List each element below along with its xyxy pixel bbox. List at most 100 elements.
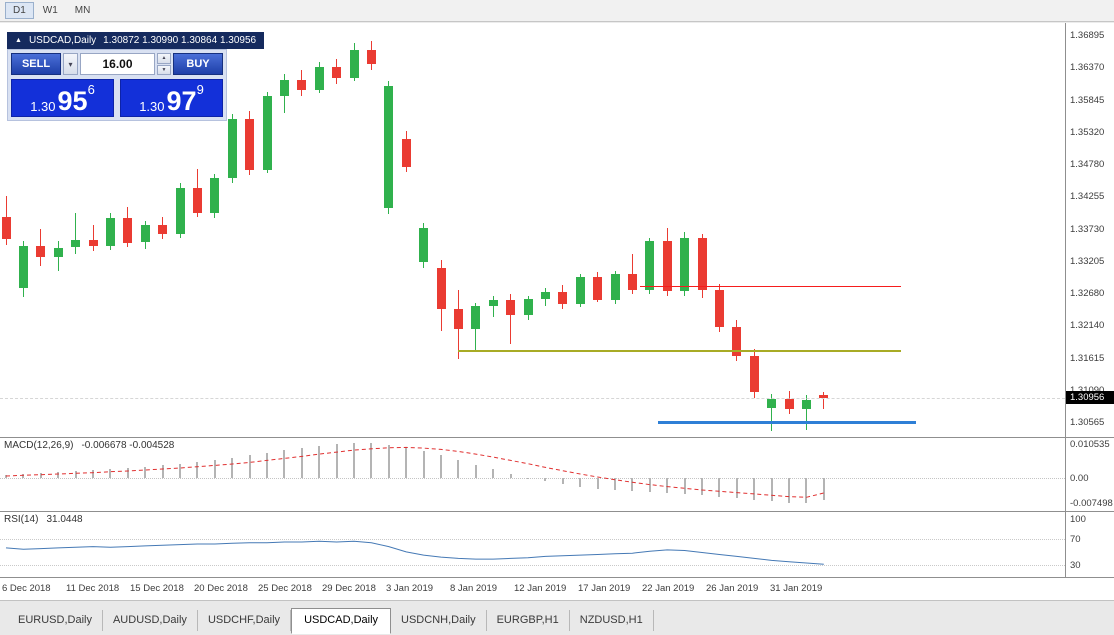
volume-spinner: ▲ ▼ bbox=[157, 53, 171, 75]
tab-usdcad-daily[interactable]: USDCAD,Daily bbox=[291, 608, 392, 634]
candle-body bbox=[575, 276, 585, 304]
timeframe-d1[interactable]: D1 bbox=[5, 2, 34, 19]
date-label: 29 Dec 2018 bbox=[322, 583, 376, 594]
rsi-axis-label: 70 bbox=[1070, 533, 1081, 545]
candle-body bbox=[123, 218, 133, 243]
macd-panel: 0.010535 0.00 -0.007498 MACD(12,26,9) -0.0… bbox=[0, 437, 1114, 511]
candle-body bbox=[819, 395, 829, 398]
price-axis-label: 1.32140 bbox=[1070, 320, 1105, 332]
volume-input[interactable] bbox=[80, 53, 155, 75]
macd-histogram-bar bbox=[648, 478, 651, 493]
macd-histogram-bar bbox=[405, 447, 408, 478]
candle-body bbox=[645, 241, 655, 291]
date-label: 22 Jan 2019 bbox=[642, 583, 695, 594]
chart-ohlc-values: 1.30872 1.30990 1.30864 1.30956 bbox=[103, 35, 257, 46]
macd-histogram-bar bbox=[248, 455, 251, 478]
candle-body bbox=[488, 300, 498, 307]
date-axis[interactable]: 6 Dec 2018 11 Dec 2018 15 Dec 2018 20 Dec 2… bbox=[0, 577, 1114, 600]
macd-values: -0.006678 -0.004528 bbox=[81, 440, 175, 451]
price-quotes: 1.30 95 6 1.30 97 9 bbox=[11, 79, 223, 117]
macd-histogram-bar bbox=[318, 445, 321, 478]
volume-down-button[interactable]: ▼ bbox=[157, 64, 171, 75]
candle-body bbox=[297, 79, 307, 90]
macd-histogram-bar bbox=[109, 469, 112, 478]
candle-body bbox=[262, 95, 272, 171]
price-axis-label: 1.30565 bbox=[1070, 417, 1105, 428]
buy-price-pip: 9 bbox=[196, 82, 204, 97]
macd-histogram-bar bbox=[753, 478, 756, 500]
tab-eurusd-daily[interactable]: EURUSD,Daily bbox=[8, 610, 103, 631]
macd-name: MACD(12,26,9) bbox=[4, 440, 74, 451]
candle-wick bbox=[805, 395, 807, 430]
macd-histogram-bar bbox=[92, 470, 94, 478]
candle-body bbox=[384, 86, 394, 209]
macd-histogram-bar bbox=[492, 469, 495, 478]
tab-audusd-daily[interactable]: AUDUSD,Daily bbox=[103, 610, 198, 631]
candle-body bbox=[245, 119, 255, 171]
candle-body bbox=[140, 225, 150, 243]
mid-support-hline[interactable] bbox=[458, 350, 901, 353]
macd-axis-label: -0.007498 bbox=[1070, 497, 1113, 509]
volume-up-button[interactable]: ▲ bbox=[157, 53, 171, 64]
rsi-canvas[interactable] bbox=[0, 512, 1065, 577]
macd-histogram-bar bbox=[196, 462, 199, 478]
macd-histogram-bar bbox=[283, 450, 286, 478]
order-type-dropdown[interactable]: ▾ bbox=[63, 53, 78, 75]
chart-title: ▲ USDCAD,Daily 1.30872 1.30990 1.30864 1… bbox=[7, 32, 265, 49]
macd-histogram-bar bbox=[161, 465, 164, 478]
buy-button[interactable]: BUY bbox=[173, 53, 223, 75]
tab-usdcnh-daily[interactable]: USDCNH,Daily bbox=[391, 610, 487, 631]
macd-histogram-bar bbox=[735, 478, 738, 498]
macd-axis-label: 0.010535 bbox=[1070, 439, 1110, 450]
candle-body bbox=[436, 268, 446, 309]
rsi-axis-label: 100 bbox=[1070, 514, 1086, 525]
candle-body bbox=[697, 237, 707, 291]
candle-body bbox=[767, 398, 777, 408]
tab-eurgbp-h1[interactable]: EURGBP,H1 bbox=[487, 610, 570, 631]
support-hline[interactable] bbox=[658, 421, 916, 425]
macd-histogram-bar bbox=[561, 478, 564, 485]
chart-canvas[interactable] bbox=[0, 23, 1065, 437]
candle-wick bbox=[492, 296, 494, 318]
rsi-level-line bbox=[0, 538, 1065, 540]
dropdown-arrow-icon: ▾ bbox=[68, 59, 73, 69]
candle-body bbox=[88, 239, 98, 247]
macd-histogram-bar bbox=[422, 451, 425, 478]
price-axis-label: 1.35320 bbox=[1070, 126, 1105, 138]
macd-histogram-bar bbox=[544, 478, 547, 482]
macd-canvas[interactable] bbox=[0, 438, 1065, 511]
macd-histogram-bar bbox=[805, 478, 808, 503]
timeframe-w1[interactable]: W1 bbox=[42, 5, 58, 16]
tab-usdchf-daily[interactable]: USDCHF,Daily bbox=[198, 610, 292, 631]
timeframe-mn[interactable]: MN bbox=[74, 5, 91, 16]
price-axis[interactable]: 1.36895 1.36370 1.35845 1.35320 1.34780 1.342… bbox=[1065, 23, 1114, 437]
macd-histogram-bar bbox=[231, 457, 234, 478]
macd-histogram-bar bbox=[387, 444, 390, 478]
candle-body bbox=[366, 50, 376, 65]
one-click-trading-panel: SELL ▾ ▲ ▼ BUY 1.30 95 6 1.30 bbox=[7, 49, 227, 121]
rsi-axis-label: 30 bbox=[1070, 560, 1081, 571]
price-axis-label: 1.33205 bbox=[1070, 255, 1105, 267]
chart-arrow-icon: ▲ bbox=[15, 37, 22, 44]
candle-body bbox=[732, 326, 742, 357]
sell-button[interactable]: SELL bbox=[11, 53, 61, 75]
price-axis-label: 1.33730 bbox=[1070, 223, 1105, 235]
buy-price-main: 97 bbox=[166, 86, 197, 117]
sell-price-button[interactable]: 1.30 95 6 bbox=[11, 79, 114, 117]
macd-axis: 0.010535 0.00 -0.007498 bbox=[1065, 438, 1114, 511]
chart-tabbar: EURUSD,Daily AUDUSD,Daily USDCHF,Daily USDC… bbox=[0, 608, 1114, 635]
price-axis-label: 1.35845 bbox=[1070, 94, 1105, 106]
candle-body bbox=[749, 356, 759, 392]
tab-nzdusd-h1[interactable]: NZDUSD,H1 bbox=[570, 610, 654, 631]
candle-body bbox=[1, 216, 11, 240]
macd-histogram-bar bbox=[666, 478, 669, 494]
resistance-hline[interactable] bbox=[640, 285, 901, 287]
macd-histogram-bar bbox=[509, 474, 512, 478]
date-label: 12 Jan 2019 bbox=[514, 583, 567, 594]
buy-price-prefix: 1.30 bbox=[139, 99, 165, 114]
rsi-panel: 100 70 30 RSI(14) 31.0448 bbox=[0, 511, 1114, 577]
date-label: 6 Dec 2018 bbox=[2, 583, 51, 594]
candle-body bbox=[471, 306, 481, 330]
buy-price-button[interactable]: 1.30 97 9 bbox=[120, 79, 223, 117]
macd-histogram-bar bbox=[57, 472, 60, 478]
